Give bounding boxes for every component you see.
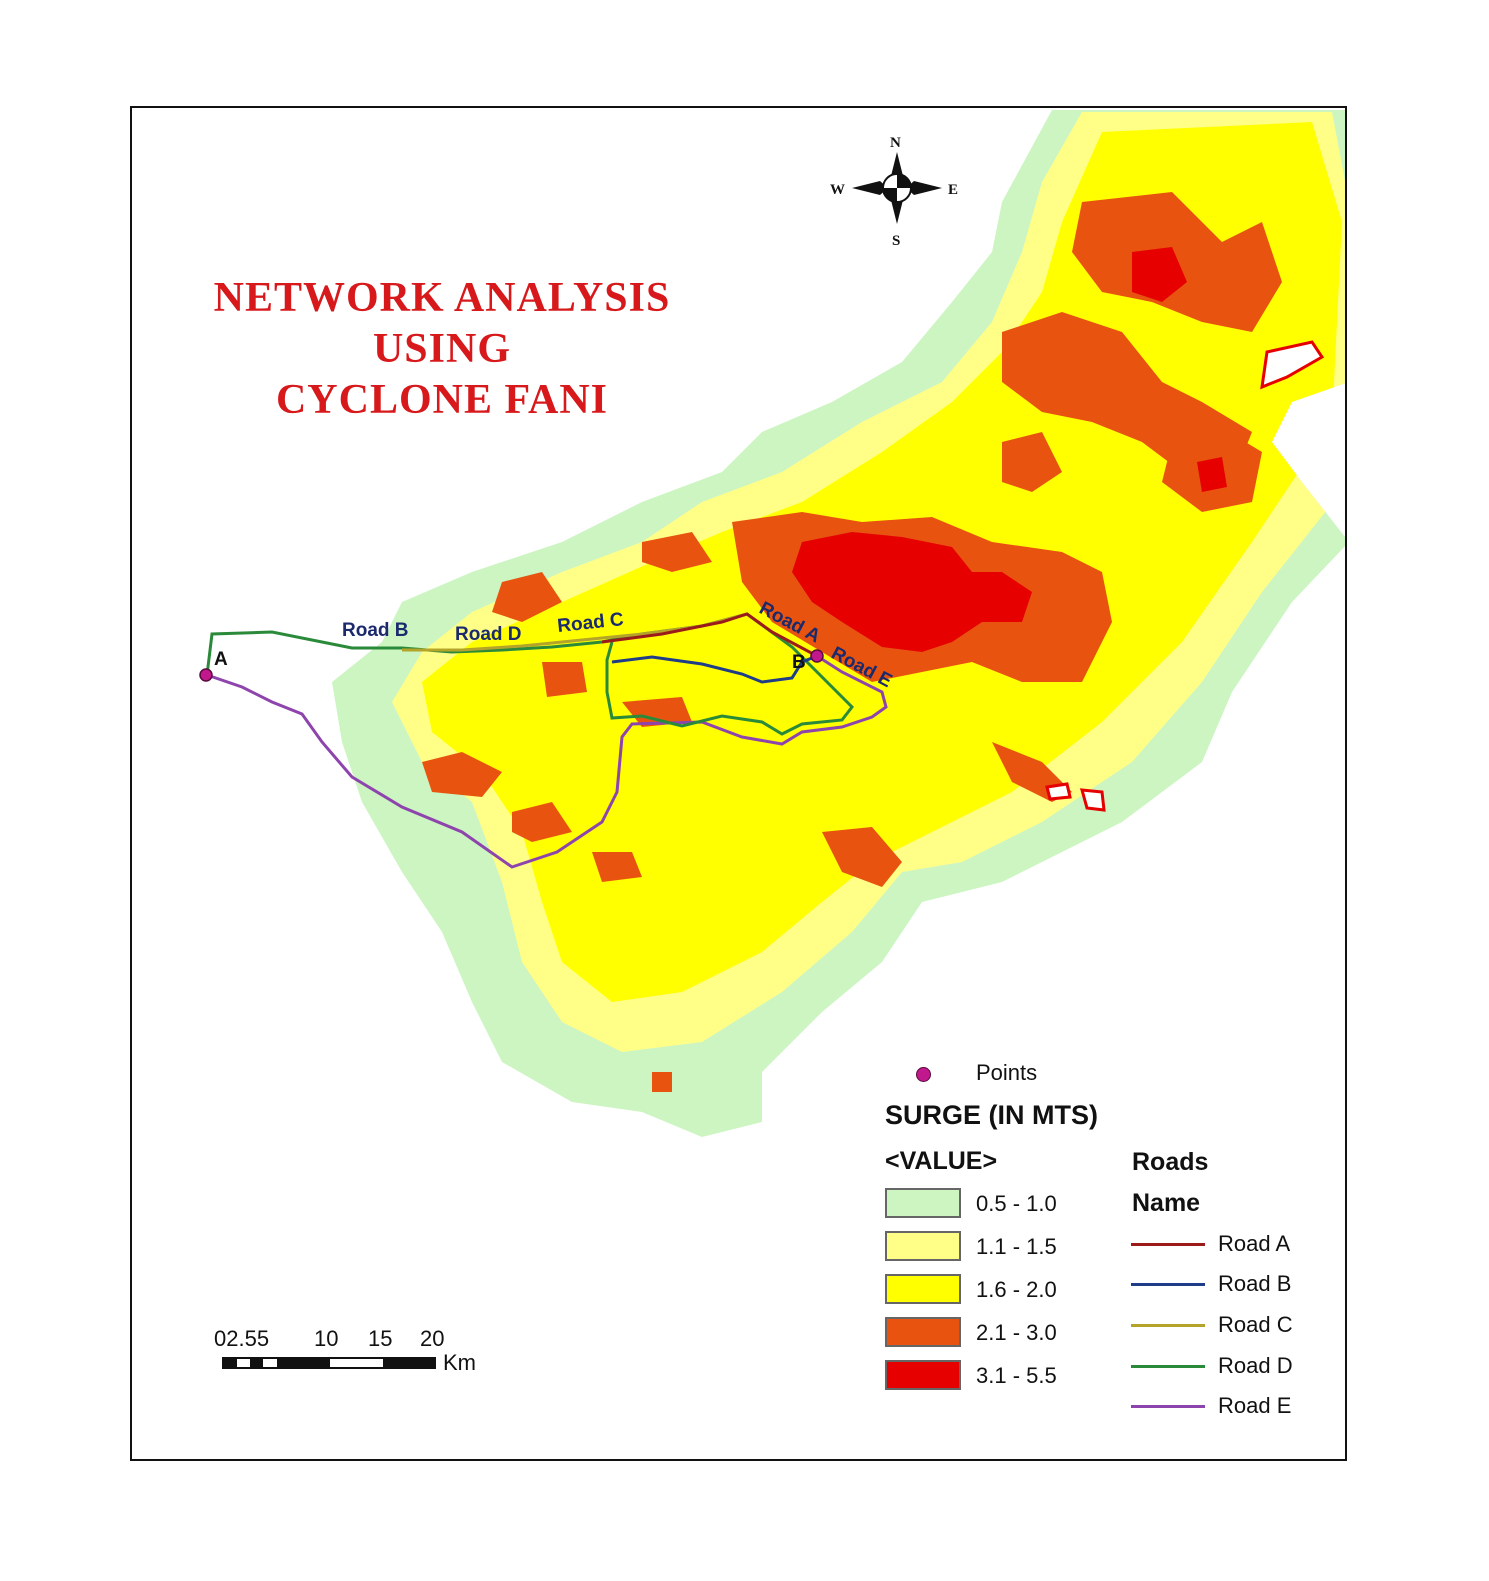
legend-road-label: Road C <box>1218 1312 1293 1337</box>
legend-class-label: 3.1 - 5.5 <box>976 1363 1057 1388</box>
legend-swatch-1-6-2-0 <box>885 1274 961 1304</box>
legend-class-label: 1.6 - 2.0 <box>976 1277 1057 1302</box>
legend-road-a-line <box>1131 1243 1205 1246</box>
legend-road-c-line <box>1131 1324 1205 1327</box>
legend-roads-title: Roads <box>1132 1148 1209 1176</box>
legend-points-marker <box>916 1067 931 1082</box>
north-arrow-icon: N S E W <box>830 135 958 249</box>
legend-points-label: Points <box>976 1060 1038 1085</box>
compass-e: E <box>948 182 958 198</box>
scale-tick-10: 10 <box>314 1326 339 1351</box>
map-title-line-3: CYCLONE FANI <box>275 377 609 423</box>
surge-map: Road B Road D Road C Road A Road E A B N… <box>199 110 1345 1137</box>
legend-name-label: Name <box>1132 1189 1201 1217</box>
road-label-b: Road B <box>342 620 409 641</box>
water-body <box>1045 340 1325 812</box>
coast-white-region <box>1272 383 1345 537</box>
point-a-label: A <box>214 649 228 670</box>
legend-swatch-1-1-1-5 <box>885 1231 961 1261</box>
scale-tick-0-2-5-5: 02.55 <box>214 1326 270 1351</box>
legend-road-e-line <box>1131 1405 1205 1408</box>
legend-road-b-line <box>1131 1283 1205 1286</box>
legend-road-label: Road B <box>1218 1271 1292 1296</box>
road-a-line <box>601 612 818 658</box>
legend-swatch-3-1-5-5 <box>885 1360 961 1390</box>
road-b-line <box>611 654 818 684</box>
scale-bar-graphic <box>222 1357 436 1369</box>
legend-class-label: 0.5 - 1.0 <box>976 1191 1057 1216</box>
legend-value-label: <VALUE> <box>885 1147 998 1175</box>
map-title-line-1: NETWORK ANALYSIS <box>213 275 671 321</box>
road-e-line <box>206 654 888 869</box>
point-b-label: B <box>792 652 806 673</box>
legend-swatch-0-5-1-0 <box>885 1188 961 1218</box>
map-title-line-2: USING <box>372 326 512 372</box>
surge-zone-3-1-5-5 <box>792 247 1227 652</box>
legend-class-label: 2.1 - 3.0 <box>976 1320 1057 1345</box>
legend-surge-title: SURGE (IN MTS) <box>885 1100 1098 1130</box>
compass-w: W <box>830 182 845 198</box>
map-frame: Road B Road D Road C Road A Road E A B N… <box>130 106 1347 1461</box>
scale-tick-15: 15 <box>368 1326 393 1351</box>
legend-road-d-line <box>1131 1365 1205 1368</box>
point-a-marker <box>199 668 213 682</box>
legend-class-label: 1.1 - 1.5 <box>976 1234 1057 1259</box>
compass-s: S <box>892 233 900 249</box>
legend-road-label: Road E <box>1218 1393 1292 1418</box>
legend-road-label: Road D <box>1218 1353 1293 1378</box>
compass-n: N <box>890 135 901 151</box>
point-b-marker <box>810 649 824 663</box>
scale-unit: Km <box>443 1350 476 1375</box>
legend-road-label: Road A <box>1218 1231 1291 1256</box>
legend-swatch-2-1-3-0 <box>885 1317 961 1347</box>
scale-tick-20: 20 <box>420 1326 445 1351</box>
road-label-d: Road D <box>455 624 522 645</box>
